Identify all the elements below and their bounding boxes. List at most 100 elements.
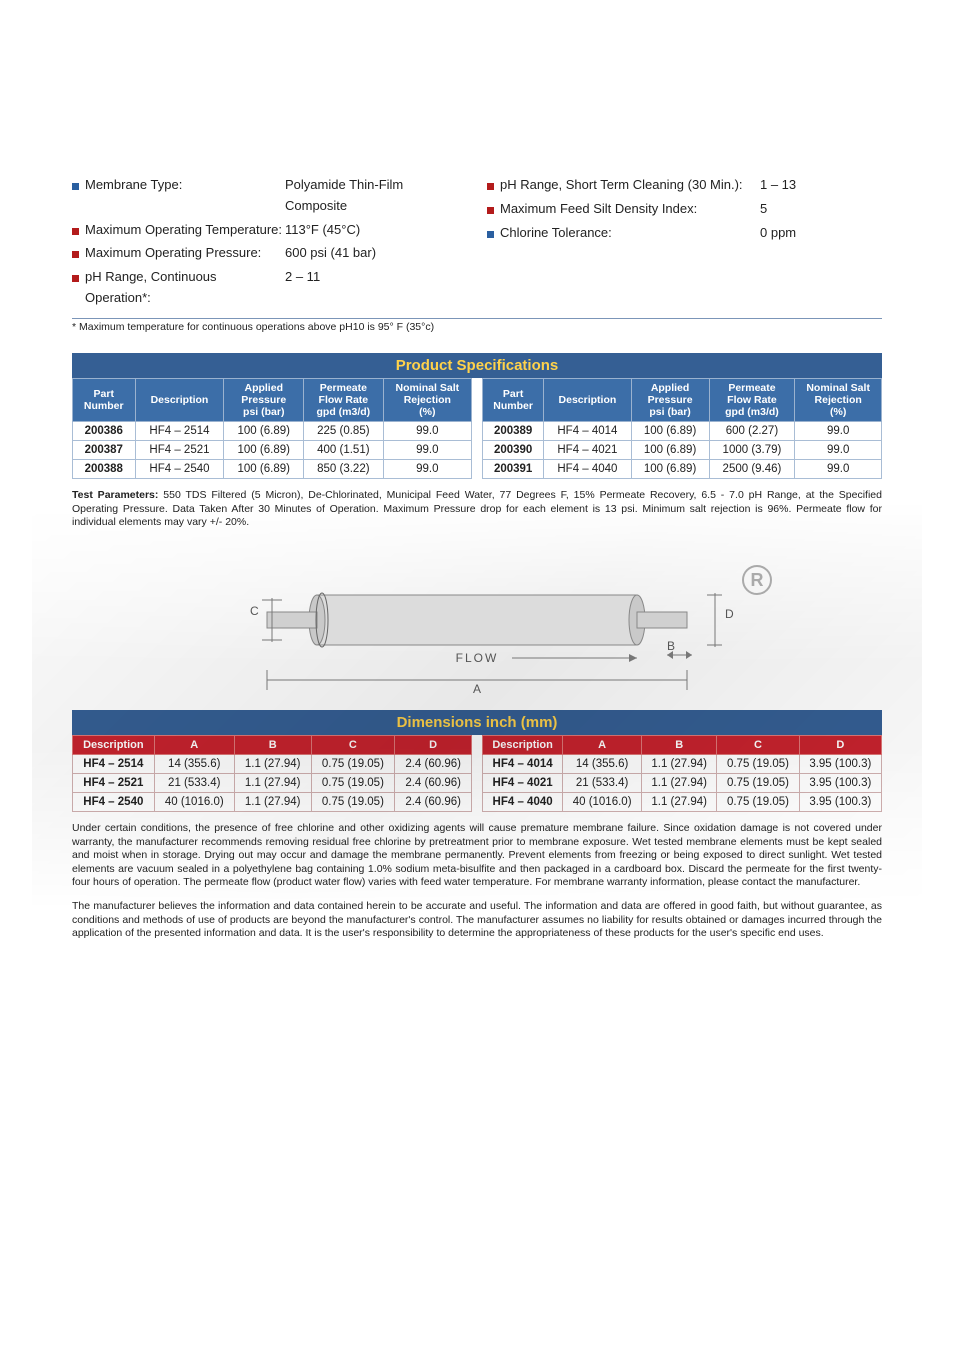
info-label: pH Range, Continuous Operation*: [85, 267, 285, 309]
table-cell: HF4 – 4040 [483, 792, 563, 811]
info-row: Maximum Feed Silt Density Index:5 [487, 199, 882, 220]
table-cell: HF4 – 4021 [483, 773, 563, 792]
table-cell: 1.1 (27.94) [642, 773, 717, 792]
info-value: Polyamide Thin-Film Composite [285, 175, 467, 217]
spec-table-left: PartNumberDescriptionAppliedPressurepsi … [72, 378, 472, 479]
table-cell: 99.0 [383, 440, 471, 459]
spec-header: PartNumber [483, 378, 544, 421]
dim-header: A [154, 735, 234, 754]
table-cell: 1.1 (27.94) [642, 754, 717, 773]
test-parameters-text: 550 TDS Filtered (5 Micron), De-Chlorina… [72, 489, 882, 528]
table-cell: HF4 – 2540 [135, 459, 224, 478]
spec-title: Product Specifications [72, 353, 882, 378]
table-cell: HF4 – 4021 [544, 440, 631, 459]
table-cell: 100 (6.89) [631, 459, 709, 478]
bullet-icon [487, 207, 494, 214]
dim-title: Dimensions inch (mm) [72, 710, 882, 735]
table-cell: 14 (355.6) [154, 754, 234, 773]
info-row: Maximum Operating Pressure:600 psi (41 b… [72, 243, 467, 264]
dim-table-right: DescriptionABCDHF4 – 401414 (355.6)1.1 (… [482, 735, 882, 812]
table-cell: 0.75 (19.05) [311, 773, 395, 792]
svg-text:R: R [751, 570, 764, 590]
dim-header: D [799, 735, 881, 754]
table-cell: 99.0 [795, 459, 882, 478]
spec-header: Nominal SaltRejection(%) [795, 378, 882, 421]
diagram-label-a: A [473, 682, 481, 696]
table-cell: 1.1 (27.94) [234, 754, 311, 773]
spec-header: PermeateFlow Rategpd (m3/d) [304, 378, 384, 421]
dim-header: Description [73, 735, 155, 754]
dim-section: Dimensions inch (mm) DescriptionABCDHF4 … [72, 710, 882, 812]
table-cell: 100 (6.89) [631, 440, 709, 459]
info-value: 600 psi (41 bar) [285, 243, 467, 264]
info-value: 113°F (45°C) [285, 220, 467, 241]
spec-section: Product Specifications PartNumberDescrip… [72, 353, 882, 479]
disclaimer-2: The manufacturer believes the informatio… [72, 900, 882, 941]
info-label: Maximum Operating Temperature: [85, 220, 285, 241]
diagram-label-flow: FLOW [456, 651, 499, 665]
info-grid: Membrane Type:Polyamide Thin-Film Compos… [72, 175, 882, 312]
diagram-label-b: B [667, 639, 675, 653]
table-cell: 200389 [483, 421, 544, 440]
table-cell: 99.0 [383, 421, 471, 440]
table-cell: 2.4 (60.96) [395, 792, 472, 811]
table-cell: 100 (6.89) [224, 459, 304, 478]
divider [72, 318, 882, 319]
table-cell: 2500 (9.46) [709, 459, 795, 478]
test-parameters-label: Test Parameters: [72, 489, 158, 501]
test-parameters: Test Parameters: 550 TDS Filtered (5 Mic… [72, 489, 882, 530]
spec-row: 200387HF4 – 2521100 (6.89)400 (1.51)99.0 [73, 440, 472, 459]
table-cell: 200388 [73, 459, 136, 478]
spec-header: Description [544, 378, 631, 421]
table-cell: 2.4 (60.96) [395, 754, 472, 773]
table-cell: 14 (355.6) [563, 754, 642, 773]
table-cell: HF4 – 2514 [135, 421, 224, 440]
table-cell: 100 (6.89) [224, 440, 304, 459]
table-cell: HF4 – 4014 [483, 754, 563, 773]
page: Membrane Type:Polyamide Thin-Film Compos… [0, 0, 954, 1351]
diagram-label-d: D [725, 607, 734, 621]
table-cell: 99.0 [795, 421, 882, 440]
dim-header: C [311, 735, 395, 754]
table-cell: 0.75 (19.05) [311, 792, 395, 811]
info-value: 5 [760, 199, 882, 220]
info-label: Chlorine Tolerance: [500, 223, 760, 244]
info-row: Chlorine Tolerance:0 ppm [487, 223, 882, 244]
dim-row: HF4 – 254040 (1016.0)1.1 (27.94)0.75 (19… [73, 792, 472, 811]
membrane-diagram: R A B C D FLOW [167, 550, 787, 700]
table-cell: 200386 [73, 421, 136, 440]
info-col-right: pH Range, Short Term Cleaning (30 Min.):… [487, 175, 882, 312]
info-row: Membrane Type:Polyamide Thin-Film Compos… [72, 175, 467, 217]
table-cell: 225 (0.85) [304, 421, 384, 440]
dim-row: HF4 – 251414 (355.6)1.1 (27.94)0.75 (19.… [73, 754, 472, 773]
bullet-icon [72, 251, 79, 258]
table-cell: 600 (2.27) [709, 421, 795, 440]
table-cell: 200387 [73, 440, 136, 459]
dim-header: B [234, 735, 311, 754]
spec-header: AppliedPressurepsi (bar) [631, 378, 709, 421]
table-cell: 21 (533.4) [563, 773, 642, 792]
dim-header: Description [483, 735, 563, 754]
dim-header: A [563, 735, 642, 754]
dim-header: C [717, 735, 799, 754]
info-row: pH Range, Short Term Cleaning (30 Min.):… [487, 175, 882, 196]
info-label: pH Range, Short Term Cleaning (30 Min.): [500, 175, 760, 196]
table-cell: 0.75 (19.05) [717, 754, 799, 773]
table-cell: HF4 – 2540 [73, 792, 155, 811]
bullet-icon [487, 231, 494, 238]
spec-header: PermeateFlow Rategpd (m3/d) [709, 378, 795, 421]
table-cell: HF4 – 2521 [135, 440, 224, 459]
table-cell: 21 (533.4) [154, 773, 234, 792]
info-col-left: Membrane Type:Polyamide Thin-Film Compos… [72, 175, 467, 312]
table-cell: HF4 – 2514 [73, 754, 155, 773]
table-cell: 3.95 (100.3) [799, 754, 881, 773]
spec-header: AppliedPressurepsi (bar) [224, 378, 304, 421]
table-cell: 400 (1.51) [304, 440, 384, 459]
bullet-icon [487, 183, 494, 190]
spec-row: 200390HF4 – 4021100 (6.89)1000 (3.79)99.… [483, 440, 882, 459]
table-cell: 40 (1016.0) [563, 792, 642, 811]
table-cell: HF4 – 4014 [544, 421, 631, 440]
info-row: pH Range, Continuous Operation*:2 – 11 [72, 267, 467, 309]
dim-table-left: DescriptionABCDHF4 – 251414 (355.6)1.1 (… [72, 735, 472, 812]
spec-row: 200388HF4 – 2540100 (6.89)850 (3.22)99.0 [73, 459, 472, 478]
